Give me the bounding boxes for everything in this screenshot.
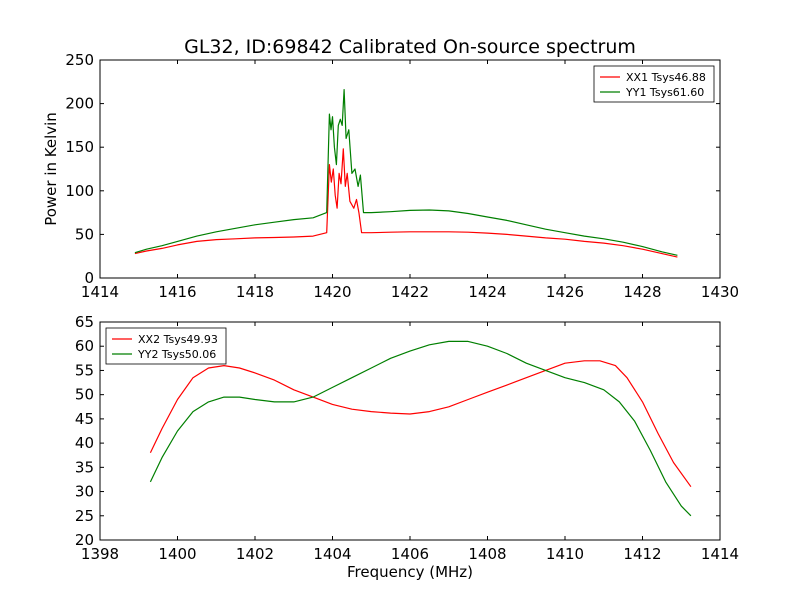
top-y-tick-label: 250: [65, 51, 94, 69]
bottom-x-tick-label: 1414: [701, 545, 739, 563]
top-x-tick-label: 1414: [81, 283, 119, 301]
bottom-legend-label-1: XX2 Tsys49.93: [138, 333, 218, 346]
bottom-legend-box: [105, 327, 227, 365]
top-series-line-2: [134, 88, 678, 256]
bottom-y-tick-label: 30: [75, 483, 94, 501]
bottom-x-tick-label: 1410: [546, 545, 584, 563]
top-x-tick-label: 1422: [391, 283, 429, 301]
top-y-tick-label: 50: [75, 225, 94, 243]
top-y-axis-label: Power in Kelvin: [42, 112, 60, 226]
top-series-line-1: [134, 148, 678, 258]
top-x-tick-label: 1416: [158, 283, 196, 301]
bottom-y-tick-label: 50: [75, 386, 94, 404]
bottom-legend-label-2: YY2 Tsys50.06: [137, 348, 216, 361]
top-y-tick-label: 200: [65, 95, 94, 113]
bottom-x-tick-label: 1402: [236, 545, 274, 563]
bottom-x-tick-label: 1400: [158, 545, 196, 563]
bottom-x-tick-label: 1406: [391, 545, 429, 563]
chart-title: GL32, ID:69842 Calibrated On-source spec…: [184, 36, 636, 58]
bottom-y-tick-label: 40: [75, 434, 94, 452]
top-y-tick-label: 100: [65, 182, 94, 200]
top-axes: 1414 1416 1418 1420 1422 1424 1426 1428 1430 0 50 1…: [65, 51, 739, 301]
top-legend-box: [593, 65, 715, 103]
top-y-tick-label: 0: [84, 269, 94, 287]
bottom-x-tick-label: 1398: [81, 545, 119, 563]
bottom-x-axis-label: Frequency (MHz): [347, 563, 473, 581]
bottom-series-line-2: [149, 340, 692, 517]
bottom-x-tick-label: 1412: [623, 545, 661, 563]
bottom-y-tick-label: 45: [75, 410, 94, 428]
top-legend-label-1: XX1 Tsys46.88: [626, 71, 706, 84]
bottom-y-tick-label: 65: [75, 313, 94, 331]
top-x-tick-label: 1426: [546, 283, 584, 301]
bottom-axes: 1398 1400 1402 1404 1406 1408 1410 1412 1414 20 25…: [75, 313, 739, 563]
top-x-tick-label: 1420: [313, 283, 351, 301]
bottom-y-tick-label: 55: [75, 361, 94, 379]
top-x-tick-label: 1418: [236, 283, 274, 301]
bottom-x-tick-label: 1404: [313, 545, 351, 563]
bottom-y-tick-label: 60: [75, 337, 94, 355]
top-legend-label-2: YY1 Tsys61.60: [625, 86, 704, 99]
bottom-series-line-1: [149, 360, 692, 488]
top-x-tick-label: 1424: [468, 283, 506, 301]
bottom-x-tick-label: 1408: [468, 545, 506, 563]
top-y-tick-label: 150: [65, 138, 94, 156]
bottom-y-tick-label: 20: [75, 531, 94, 549]
bottom-y-tick-label: 35: [75, 458, 94, 476]
bottom-y-tick-label: 25: [75, 507, 94, 525]
top-x-tick-label: 1428: [623, 283, 661, 301]
top-x-tick-label: 1430: [701, 283, 739, 301]
